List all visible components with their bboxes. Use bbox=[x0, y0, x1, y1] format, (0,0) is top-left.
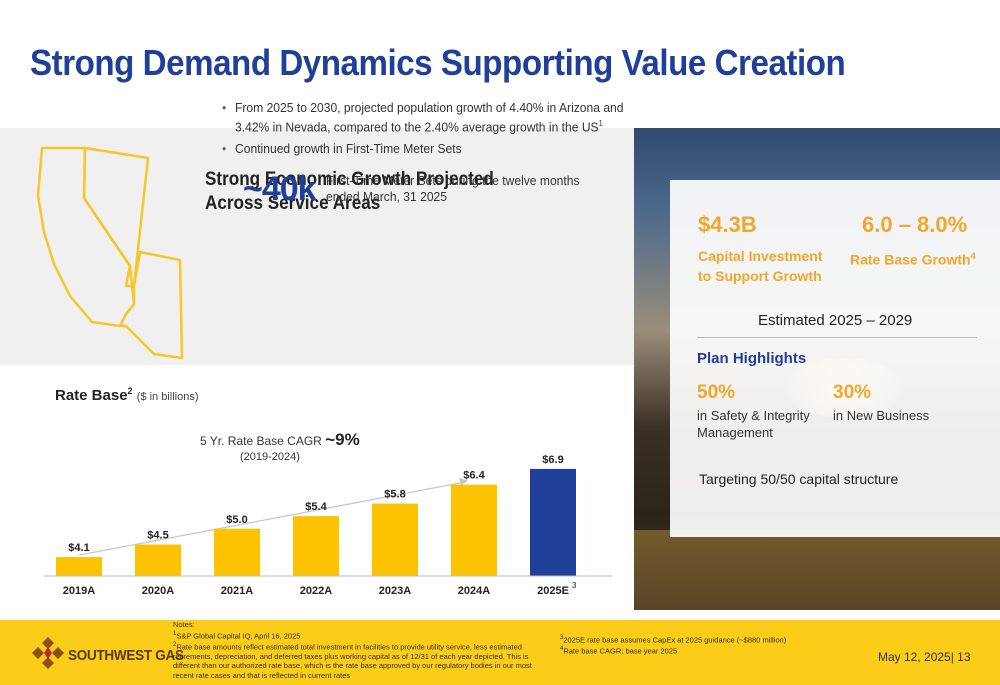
tick-label: 2021A bbox=[221, 585, 253, 597]
note-4-text: Rate base CAGR: base year 2025 bbox=[563, 646, 678, 656]
footnotes-right: 32025E rate base assumes CapEx at 2025 g… bbox=[560, 634, 840, 656]
growth-heading-line2: Across Service Areas bbox=[205, 193, 381, 214]
capex-value: $4.3B bbox=[698, 212, 757, 237]
capex-label-line2: to Support Growth bbox=[698, 268, 822, 284]
tick-label: 2020A bbox=[142, 585, 174, 597]
ground-glow bbox=[634, 530, 1000, 610]
data-label: $5.4 bbox=[305, 501, 327, 513]
data-label: $6.9 bbox=[542, 454, 563, 466]
data-label: $5.8 bbox=[384, 489, 405, 501]
note-2: 2Rate base amounts reflect estimated tot… bbox=[173, 641, 532, 680]
footnote-ref: 3 bbox=[572, 581, 577, 590]
note-1-text: S&P Global Capital IQ, April 16, 2025 bbox=[176, 631, 301, 640]
new-business-pct: 30% bbox=[833, 382, 872, 403]
data-label: $4.5 bbox=[147, 530, 168, 542]
footnote-ref: 1 bbox=[598, 119, 603, 128]
rate-growth-label-text: Rate Base Growth bbox=[850, 251, 971, 268]
chart-units: ($ in billions) bbox=[136, 391, 199, 403]
footnote-ref: 2 bbox=[127, 386, 133, 396]
chart-title-text: Rate Base bbox=[55, 387, 128, 404]
bar bbox=[293, 516, 339, 576]
safety-desc: in Safety & Integrity Management bbox=[697, 407, 810, 441]
capital-structure-target: Targeting 50/50 capital structure bbox=[699, 471, 899, 487]
bullet-text: Continued growth in First-Time Meter Set… bbox=[235, 141, 462, 157]
cagr-period: (2019-2024) bbox=[240, 451, 300, 463]
note-3: 32025E rate base assumes CapEx at 2025 g… bbox=[560, 635, 787, 645]
rate-growth-label: Rate Base Growth4 bbox=[850, 246, 976, 270]
bar bbox=[451, 484, 497, 576]
divider bbox=[697, 337, 977, 338]
bar bbox=[372, 503, 418, 576]
cagr-label: 5 Yr. Rate Base CAGR ~9% bbox=[200, 430, 360, 450]
meter-sets-desc: First-Time Meter Sets during the twelve … bbox=[326, 173, 580, 204]
safety-desc-line2: Management bbox=[697, 425, 773, 440]
bar bbox=[135, 544, 181, 576]
growth-bullets: From 2025 to 2030, projected population … bbox=[222, 100, 624, 163]
growth-panel: Strong Economic Growth Projected Across … bbox=[0, 128, 634, 365]
bullet-population-growth: From 2025 to 2030, projected population … bbox=[222, 100, 635, 135]
bar bbox=[214, 528, 260, 576]
cagr-arrow-head bbox=[459, 477, 468, 486]
cagr-arrow-line bbox=[78, 482, 463, 556]
bullet-meter-sets: Continued growth in First-Time Meter Set… bbox=[222, 141, 635, 157]
note-1: 1S&P Global Capital IQ, April 16, 2025 bbox=[173, 630, 301, 641]
logo-text: SOUTHWEST GAS bbox=[68, 647, 184, 664]
footnote-ref: 4 bbox=[970, 251, 976, 261]
notes-label: Notes: bbox=[173, 620, 195, 629]
note-4: 4Rate base CAGR: base year 2025 bbox=[560, 646, 678, 656]
highlights-card bbox=[670, 180, 1000, 537]
bar bbox=[56, 557, 102, 576]
meter-sets-stat: ~40k bbox=[243, 170, 317, 208]
date-page: May 12, 2025| 13 bbox=[878, 650, 971, 664]
service-area-map-icon bbox=[36, 146, 184, 360]
page-number: | 13 bbox=[950, 650, 971, 664]
tick-label: 2023A bbox=[379, 585, 411, 597]
capex-label: Capital Investment to Support Growth bbox=[698, 246, 822, 286]
estimated-period: Estimated 2025 – 2029 bbox=[758, 312, 913, 329]
plan-highlights-heading: Plan Highlights bbox=[697, 350, 807, 367]
footer: SOUTHWEST GAS Notes: 1S&P Global Capital… bbox=[0, 620, 1000, 685]
tick-label: 2022A bbox=[300, 585, 332, 597]
chart-title: Rate Base2 ($ in billions) bbox=[55, 386, 198, 404]
date: May 12, 2025 bbox=[878, 650, 951, 664]
data-label: $5.0 bbox=[226, 514, 247, 526]
safety-pct: 50% bbox=[697, 382, 736, 403]
tick-label: 2025E bbox=[537, 585, 569, 597]
tick-label: 2019A bbox=[63, 585, 95, 597]
cagr-prefix: 5 Yr. Rate Base CAGR bbox=[200, 434, 322, 448]
page-title: Strong Demand Dynamics Supporting Value … bbox=[30, 42, 846, 83]
data-label: $6.4 bbox=[463, 470, 485, 482]
capex-label-line1: Capital Investment bbox=[698, 248, 823, 264]
rate-base-chart: $4.1 2019A $4.5 2020A $5.0 2021A $5.4 2022A $5.8… bbox=[44, 454, 612, 597]
note-2-text: Rate base amounts reflect estimated tota… bbox=[173, 642, 532, 680]
southwest-gas-logo-icon bbox=[32, 637, 64, 669]
rate-growth-value: 6.0 – 8.0% bbox=[862, 212, 968, 237]
growth-heading: Strong Economic Growth Projected Across … bbox=[205, 168, 494, 216]
tick-label: 2024A bbox=[458, 585, 490, 597]
bar bbox=[530, 468, 576, 576]
footnotes-left: Notes: 1S&P Global Capital IQ, April 16,… bbox=[173, 620, 543, 680]
note-3-text: 2025E rate base assumes CapEx at 2025 gu… bbox=[563, 635, 787, 645]
data-label: $4.1 bbox=[68, 542, 89, 554]
new-business-desc: in New Business bbox=[833, 408, 930, 423]
cagr-value: ~9% bbox=[325, 430, 360, 449]
bullet-text: From 2025 to 2030, projected population … bbox=[235, 100, 624, 135]
growth-heading-line1: Strong Economic Growth Projected bbox=[205, 169, 494, 190]
safety-desc-line1: in Safety & Integrity bbox=[697, 408, 810, 423]
